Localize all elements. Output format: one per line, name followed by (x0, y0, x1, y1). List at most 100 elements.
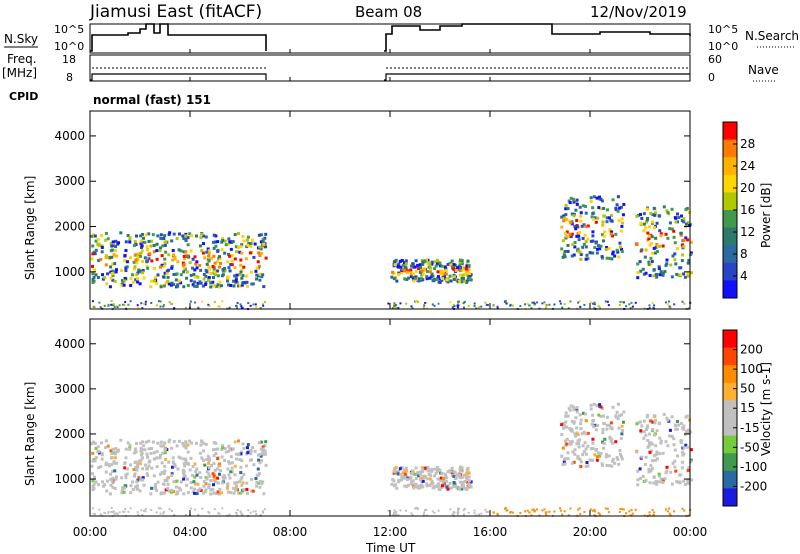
velocity-echo (211, 472, 215, 476)
velocity-echo (124, 456, 128, 460)
velocity-echo (584, 452, 588, 456)
power-echo (226, 277, 230, 281)
power-echo (258, 245, 262, 249)
velocity-echo (255, 513, 258, 516)
velocity-echo (106, 479, 110, 483)
velocity-echo (93, 513, 96, 516)
power-echo (581, 245, 585, 249)
velocity-echo (463, 480, 467, 484)
power-echo (257, 233, 261, 237)
velocity-echo (433, 511, 436, 514)
power-echo (593, 245, 597, 249)
velocity-echo (681, 507, 684, 510)
velocity-echo (257, 441, 261, 445)
velocity-echo (443, 484, 447, 488)
power-echo (654, 272, 658, 276)
velocity-echo (261, 445, 265, 449)
velocity-echo (428, 483, 432, 487)
power-echo (410, 264, 414, 268)
power-echo (456, 266, 460, 270)
power-ylabel: Slant Range [km] (23, 176, 37, 280)
velocity-echo (682, 452, 686, 456)
ytick-label: 1000 (54, 265, 85, 279)
velocity-echo (184, 446, 188, 450)
velocity-echo (135, 468, 139, 472)
velocity-echo (672, 437, 676, 441)
power-echo (176, 260, 180, 264)
power-echo (657, 265, 661, 269)
velocity-echo (110, 463, 114, 467)
power-echo (208, 304, 211, 307)
velocity-echo (486, 511, 489, 514)
velocity-echo (148, 459, 152, 463)
power-echo (572, 214, 576, 218)
velocity-echo (113, 469, 117, 473)
power-echo (423, 267, 427, 271)
velocity-echo (229, 470, 233, 474)
power-echo (238, 273, 242, 277)
velocity-echo (579, 422, 583, 426)
power-echo (204, 282, 208, 286)
power-echo (425, 275, 429, 279)
velocity-echo (110, 451, 114, 455)
velocity-echo (109, 472, 113, 476)
power-echo (602, 239, 606, 243)
power-echo (545, 306, 548, 309)
power-echo (456, 306, 459, 309)
velocity-echo (232, 491, 236, 495)
colorbar-tick-label: 50 (740, 382, 755, 396)
velocity-echo (616, 402, 620, 406)
power-echo (397, 262, 401, 266)
velocity-echo (207, 486, 211, 490)
velocity-echo (147, 439, 151, 443)
power-echo (168, 301, 171, 304)
velocity-echo (674, 427, 678, 431)
power-echo (255, 306, 258, 309)
power-echo (122, 279, 126, 283)
velocity-echo (186, 443, 190, 447)
power-echo (564, 203, 568, 207)
velocity-echo (655, 429, 659, 433)
power-echo (162, 237, 166, 241)
power-echo (640, 248, 644, 252)
power-echo (414, 259, 418, 263)
power-echo (136, 277, 140, 281)
power-echo (237, 232, 241, 236)
power-echo (122, 283, 126, 287)
nsearch-tick-bottom: 10^0 (708, 40, 738, 53)
velocity-echo (416, 507, 419, 510)
power-echo (682, 217, 686, 221)
power-echo (392, 277, 396, 281)
power-echo (565, 235, 569, 239)
velocity-echo (444, 476, 448, 480)
velocity-echo (644, 433, 648, 437)
power-echo (602, 214, 606, 218)
velocity-echo (226, 486, 230, 490)
velocity-echo (593, 508, 596, 511)
power-echo (145, 260, 149, 264)
velocity-echo (605, 427, 609, 431)
power-echo (213, 273, 217, 277)
power-echo (140, 249, 144, 253)
power-echo (150, 239, 154, 243)
power-echo (670, 227, 674, 231)
velocity-echo (226, 482, 230, 486)
power-echo (575, 234, 579, 238)
power-echo (648, 307, 651, 310)
power-echo (559, 302, 562, 305)
velocity-echo (436, 482, 440, 486)
velocity-echo (198, 471, 202, 475)
power-echo (582, 223, 586, 227)
velocity-echo (669, 513, 672, 516)
velocity-echo (423, 466, 427, 470)
power-echo (452, 263, 456, 267)
power-echo (191, 283, 195, 287)
freq-label-bottom: [MHz] (2, 66, 37, 80)
velocity-echo (666, 510, 669, 513)
power-echo (446, 280, 450, 284)
velocity-echo (442, 482, 446, 486)
colorbar-swatch (723, 330, 737, 349)
velocity-echo (259, 454, 263, 458)
power-echo (468, 277, 472, 281)
